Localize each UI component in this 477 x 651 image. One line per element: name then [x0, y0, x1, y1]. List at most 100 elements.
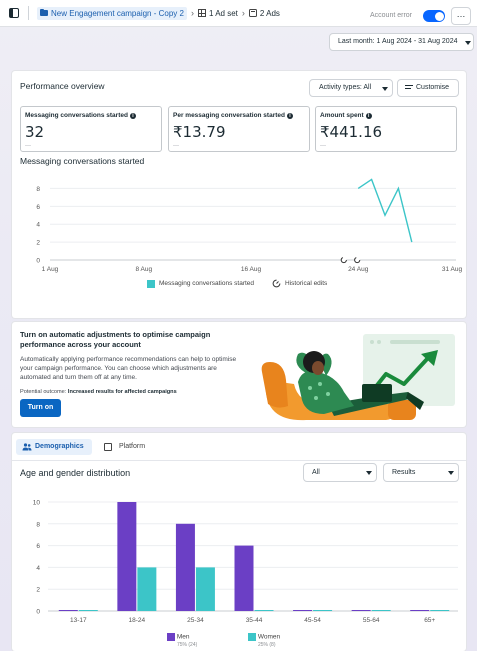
date-range-picker[interactable]: Last month: 1 Aug 2024 - 31 Aug 2024	[329, 33, 474, 51]
chart-title: Messaging conversations started	[20, 156, 145, 166]
metric-label: Amount spent	[320, 112, 364, 119]
y-tick-label: 0	[36, 609, 40, 616]
campaign-toggle[interactable]	[423, 10, 445, 22]
tab-demographics[interactable]: Demographics	[16, 439, 92, 455]
chevron-right-icon: ›	[190, 8, 194, 18]
y-tick-label: 4	[36, 565, 40, 572]
men-bar	[234, 545, 254, 611]
tabs-divider	[12, 460, 466, 461]
platform-icon	[104, 443, 112, 451]
legend-women-label: Women	[257, 633, 281, 641]
metric-value: 32	[25, 123, 45, 141]
men-bar	[117, 502, 137, 611]
tab-demographics-label: Demographics	[35, 443, 84, 450]
x-tick-label: 16 Aug	[241, 266, 262, 273]
auto-outcome: Potential outcome: Increased results for…	[20, 389, 177, 395]
chart-legend: Messaging conversations started Historic…	[147, 279, 327, 288]
info-icon[interactable]: i	[129, 112, 136, 119]
caret-down-icon	[448, 471, 454, 475]
y-tick-label: 0	[36, 258, 40, 265]
adset-grid-icon	[197, 9, 206, 17]
age-gender-title: Age and gender distribution	[20, 468, 131, 478]
account-status: Account error	[370, 12, 413, 19]
line-chart: 0 2 4 6 8 1 Aug 8 Aug 16 Aug 24 Aug 31 Aug	[36, 178, 463, 273]
metric-filter-select[interactable]: Results	[383, 463, 459, 482]
more-options-button[interactable]: …	[451, 7, 471, 25]
legend-edits-label: Historical edits	[285, 280, 328, 287]
auto-adjustments-card: Turn on automatic adjustments to optimis…	[12, 322, 466, 427]
y-tick-label: 6	[36, 543, 40, 550]
gender-filter-value: All	[312, 469, 320, 476]
metric-label: Per messaging conversation started	[173, 112, 285, 119]
legend-swatch	[147, 279, 155, 288]
men-bar	[175, 523, 195, 611]
sidebar-toggle-icon[interactable]	[9, 8, 19, 18]
metric-value: ₹13.79	[173, 123, 226, 141]
legend-men-label: Men	[176, 633, 190, 641]
metric-card[interactable]: Per messaging conversation started i ₹13.…	[168, 106, 310, 152]
customise-label: Customise	[416, 84, 450, 91]
turn-on-button[interactable]: Turn on	[20, 399, 61, 417]
x-tick-label: 18-24	[129, 617, 146, 624]
chevron-right-icon: ›	[241, 8, 245, 18]
tab-platform[interactable]: Platform	[102, 439, 145, 455]
metric-card[interactable]: Amount spent i ₹441.16 —	[315, 106, 457, 152]
x-tick-label: 24 Aug	[348, 266, 369, 273]
performance-overview-card: Performance overview Activity types: All…	[12, 71, 466, 318]
x-tick-label: 8 Aug	[135, 266, 152, 273]
metric-filter-value: Results	[392, 469, 416, 476]
women-bar	[195, 567, 215, 611]
legend-series-label: Messaging conversations started	[159, 280, 255, 287]
auto-title: Turn on automatic adjustments to optimis…	[20, 330, 211, 349]
historical-edit-marker	[340, 256, 347, 264]
divider	[28, 6, 29, 20]
legend-swatch	[248, 633, 256, 641]
relaxing-person-illustration	[261, 334, 455, 421]
tab-platform-label: Platform	[119, 443, 146, 450]
x-tick-label: 25-34	[187, 617, 204, 624]
breadcrumb-campaign[interactable]: New Engagement campaign - Copy 2	[37, 6, 187, 20]
breadcrumb-adset-label: 1 Ad set	[208, 8, 238, 18]
demographics-card: Demographics Platform Age and gender dis…	[12, 433, 466, 651]
men-bar	[293, 610, 313, 611]
metric-card[interactable]: Messaging conversations started i 32 —	[20, 106, 162, 152]
campaign-folder-icon	[40, 8, 48, 16]
metric-label-wrap: Per messaging conversation started i	[173, 112, 305, 119]
breadcrumb-campaign-label: New Engagement campaign - Copy 2	[51, 8, 184, 18]
y-tick-label: 6	[36, 204, 40, 211]
performance-title: Performance overview	[20, 81, 105, 91]
breadcrumb-ads-label: 2 Ads	[259, 8, 280, 18]
breadcrumb-ads[interactable]: 2 Ads	[248, 8, 280, 18]
y-tick-label: 8	[36, 186, 40, 193]
caret-down-icon	[366, 471, 372, 475]
history-icon	[272, 279, 281, 288]
men-bar	[58, 610, 78, 611]
info-icon[interactable]: i	[287, 112, 293, 119]
auto-body: Automatically applying performance recom…	[20, 356, 237, 381]
women-bar	[313, 610, 333, 611]
top-bar: New Engagement campaign - Copy 2 › 1 Ad …	[0, 0, 477, 27]
x-tick-label: 35-44	[246, 617, 263, 624]
legend-women-sub: 25% (8)	[258, 642, 276, 648]
people-icon	[22, 443, 32, 451]
y-tick-label: 2	[36, 587, 40, 594]
women-bar	[371, 610, 391, 611]
activity-types-label: Activity types: All	[319, 84, 372, 91]
series-line	[357, 178, 413, 243]
customise-button[interactable]: Customise	[397, 79, 459, 97]
caret-down-icon	[465, 41, 471, 45]
y-tick-label: 10	[33, 500, 41, 507]
x-tick-label: 31 Aug	[442, 266, 463, 273]
gender-filter-select[interactable]: All	[303, 463, 377, 482]
breadcrumb-adset[interactable]: 1 Ad set	[197, 8, 238, 18]
activity-types-dropdown[interactable]: Activity types: All	[309, 79, 393, 97]
outcome-value: Increased results for affected campaigns	[67, 389, 177, 395]
women-bar	[137, 567, 157, 611]
date-range-label: Last month: 1 Aug 2024 - 31 Aug 2024	[338, 38, 458, 45]
y-tick-label: 4	[36, 222, 40, 229]
x-tick-label: 1 Aug	[42, 266, 59, 273]
info-icon[interactable]: i	[365, 112, 372, 119]
men-bar	[351, 610, 371, 611]
women-bar	[78, 610, 98, 611]
x-tick-label: 55-64	[363, 617, 380, 624]
